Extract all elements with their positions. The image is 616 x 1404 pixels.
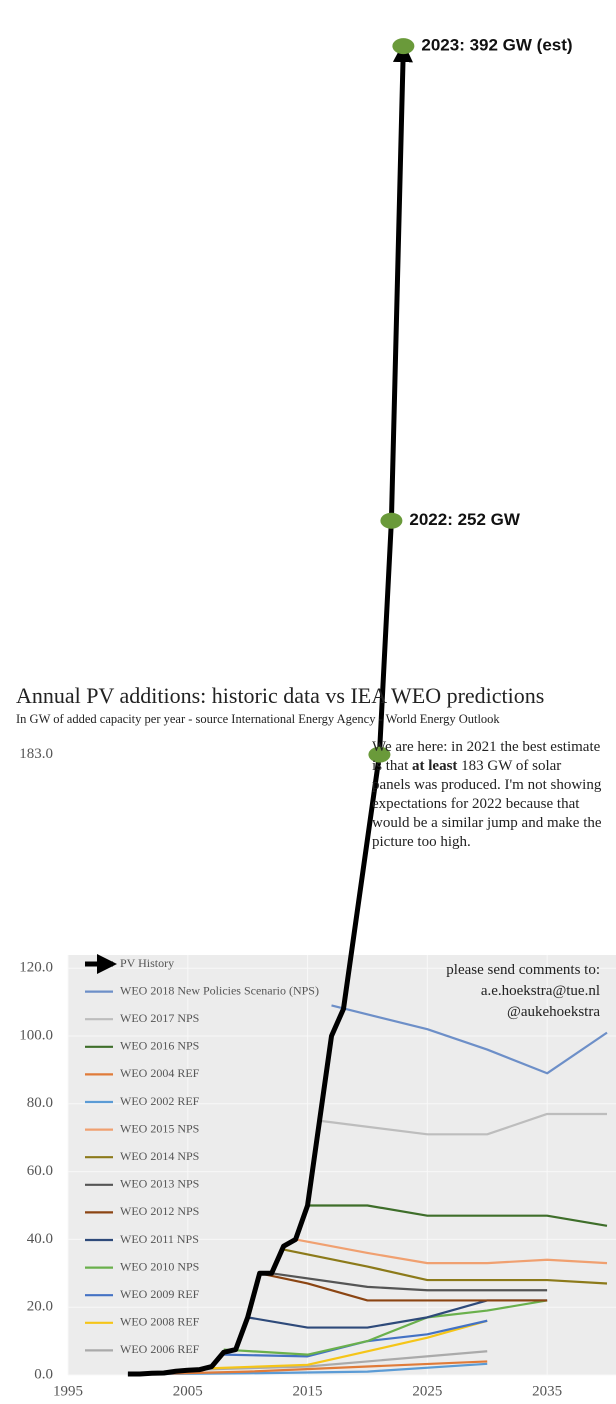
y-tick-label: 40.0 <box>27 1231 53 1247</box>
series-line <box>319 1112 607 1136</box>
y-tick-label: 80.0 <box>27 1095 53 1111</box>
y-tick-label: 100.0 <box>19 1027 53 1043</box>
chart-subtitle: In GW of added capacity per year - sourc… <box>16 712 500 726</box>
series-line <box>271 1272 548 1292</box>
series-line <box>223 1299 548 1356</box>
series-line <box>187 1350 488 1372</box>
series-line <box>295 1238 608 1265</box>
y-tick-label: 0.0 <box>34 1366 53 1382</box>
legend-label: WEO 2002 REF <box>120 1094 200 1108</box>
legend-label: PV History <box>120 956 174 970</box>
contact-line: a.e.hoekstra@tue.nl <box>480 983 600 999</box>
highlight-point <box>368 746 391 763</box>
y-tick-label: 120.0 <box>19 960 53 976</box>
point-label: 2022: 252 GW <box>409 510 521 529</box>
legend-label: WEO 2011 NPS <box>120 1232 199 1246</box>
annotation-text: We are here: in 2021 the best estimate i… <box>372 739 601 774</box>
series-line <box>259 1272 548 1302</box>
legend-label: WEO 2016 NPS <box>120 1039 199 1053</box>
legend-label: WEO 2013 NPS <box>120 1177 199 1191</box>
legend-label: WEO 2017 NPS <box>120 1011 199 1025</box>
contact: please send comments to: a.e.hoekstra@tu… <box>446 960 600 1023</box>
x-tick-label: 2005 <box>173 1383 203 1399</box>
x-tick-label: 1995 <box>53 1383 83 1399</box>
legend-label: WEO 2004 REF <box>120 1066 200 1080</box>
legend-label: WEO 2010 NPS <box>120 1259 199 1273</box>
series-line <box>331 1004 608 1075</box>
legend-label: WEO 2009 REF <box>120 1287 200 1301</box>
legend-label: WEO 2008 REF <box>120 1315 200 1329</box>
legend-label: WEO 2018 New Policies Scenario (NPS) <box>120 983 319 997</box>
legend-label: WEO 2015 NPS <box>120 1121 199 1135</box>
legend-label: WEO 2012 NPS <box>120 1204 199 1218</box>
annotation-text: 183 GW of solar panels was produced. I'm… <box>372 758 602 850</box>
x-tick-label: 2035 <box>532 1383 562 1399</box>
x-tick-label: 2015 <box>293 1383 323 1399</box>
x-tick-label: 2025 <box>412 1383 442 1399</box>
point-label: 2023: 392 GW (est) <box>421 36 572 55</box>
annotation: We are here: in 2021 the best estimate i… <box>372 738 602 852</box>
highlight-point <box>380 512 403 529</box>
contact-line: please send comments to: <box>446 962 600 978</box>
y-tick-label: 183.0 <box>19 746 53 762</box>
legend-label: WEO 2014 NPS <box>120 1149 199 1163</box>
chart-title: Annual PV additions: historic data vs IE… <box>16 683 545 708</box>
contact-line: @aukehoekstra <box>507 1004 600 1020</box>
series-line <box>127 42 413 1377</box>
series-line <box>151 1360 488 1376</box>
series-line <box>283 1248 608 1285</box>
legend-label: WEO 2006 REF <box>120 1342 200 1356</box>
series-line <box>307 1204 608 1227</box>
highlight-point <box>392 38 415 55</box>
y-tick-label: 20.0 <box>27 1299 53 1315</box>
y-tick-label: 60.0 <box>27 1163 53 1179</box>
series-line <box>211 1319 488 1370</box>
annotation-bold: at least <box>412 758 458 774</box>
